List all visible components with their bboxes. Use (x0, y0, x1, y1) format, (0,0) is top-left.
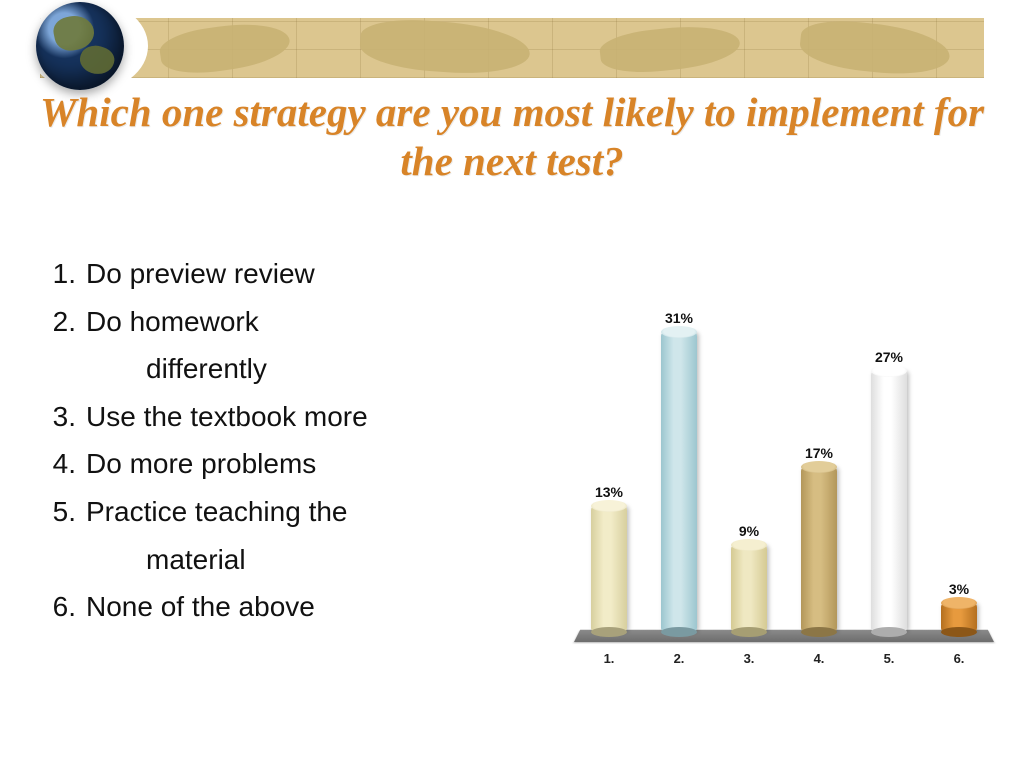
answer-item-continue: material (34, 536, 554, 584)
x-axis-label: 6. (930, 651, 989, 666)
globe-icon (28, 0, 148, 96)
answer-number: 6. (34, 583, 86, 631)
answer-text: Use the textbook more (86, 393, 554, 441)
bar-value-label: 27% (860, 349, 919, 363)
answer-item-continue: differently (34, 345, 554, 393)
slide-title: Which one strategy are you most likely t… (24, 88, 1000, 186)
header-map-band (40, 18, 984, 78)
chart-bar: 17% (790, 467, 849, 632)
chart-bar: 3% (930, 603, 989, 632)
answer-number: 3. (34, 393, 86, 441)
chart-bars: 13%31%9%17%27%3% (574, 302, 994, 632)
answer-item: 5.Practice teaching the (34, 488, 554, 536)
answer-item: 1.Do preview review (34, 250, 554, 298)
answer-text: Practice teaching the (86, 488, 554, 536)
bar-value-label: 9% (720, 523, 779, 537)
answer-text: material (86, 536, 554, 584)
answer-number: 1. (34, 250, 86, 298)
bar-value-label: 31% (650, 310, 709, 324)
poll-bar-chart: 13%31%9%17%27%3% 1.2.3.4.5.6. (574, 280, 994, 670)
answer-text: Do preview review (86, 250, 554, 298)
answer-number: 2. (34, 298, 86, 346)
bar-value-label: 13% (580, 484, 639, 498)
answer-text: Do more problems (86, 440, 554, 488)
answer-item: 4.Do more problems (34, 440, 554, 488)
x-axis-label: 4. (790, 651, 849, 666)
chart-bar: 9% (720, 545, 779, 632)
answer-item: 6.None of the above (34, 583, 554, 631)
chart-bar: 27% (860, 371, 919, 632)
bar-value-label: 17% (790, 445, 849, 459)
answer-text: None of the above (86, 583, 554, 631)
answer-number: 4. (34, 440, 86, 488)
chart-x-labels: 1. 2. 3. 4. 5. 6. (574, 651, 994, 666)
x-axis-label: 3. (720, 651, 779, 666)
chart-bar: 13% (580, 506, 639, 632)
bar-value-label: 3% (930, 581, 989, 595)
x-axis-label: 5. (860, 651, 919, 666)
answer-number: 5. (34, 488, 86, 536)
answer-list: 1.Do preview review2.Do homeworkdifferen… (34, 250, 554, 631)
x-axis-label: 1. (580, 651, 639, 666)
answer-item: 2.Do homework (34, 298, 554, 346)
answer-text: differently (86, 345, 554, 393)
chart-bar: 31% (650, 332, 709, 632)
x-axis-label: 2. (650, 651, 709, 666)
answer-item: 3.Use the textbook more (34, 393, 554, 441)
answer-text: Do homework (86, 298, 554, 346)
